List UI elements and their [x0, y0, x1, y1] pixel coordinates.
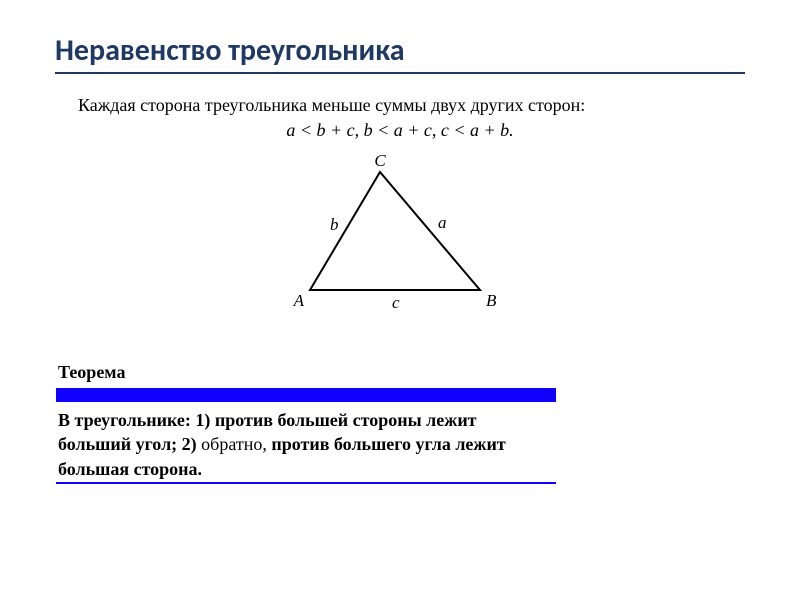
theorem-body: В треугольнике: 1) против большей сторон…	[58, 408, 548, 481]
theorem-label: Теорема	[58, 362, 125, 383]
theorem-underline	[56, 482, 556, 484]
title-underline	[55, 72, 745, 74]
inequality-formula: a < b + c, b < a + c, c < a + b.	[0, 120, 800, 141]
side-label-c: c	[392, 293, 400, 312]
intro-text: Каждая сторона треугольника меньше суммы…	[60, 94, 740, 117]
side-label-a: a	[438, 213, 447, 232]
triangle-diagram: A B C a b c	[280, 150, 520, 320]
side-label-b: b	[330, 215, 339, 234]
vertex-label-b: B	[486, 291, 497, 310]
vertex-label-c: C	[374, 151, 386, 170]
theorem-highlight-bar	[56, 388, 556, 402]
slide: Неравенство треугольника Каждая сторона …	[0, 0, 800, 600]
vertex-label-a: A	[293, 291, 305, 310]
theorem-text-run: обратно,	[201, 434, 271, 454]
page-title: Неравенство треугольника	[55, 32, 405, 69]
